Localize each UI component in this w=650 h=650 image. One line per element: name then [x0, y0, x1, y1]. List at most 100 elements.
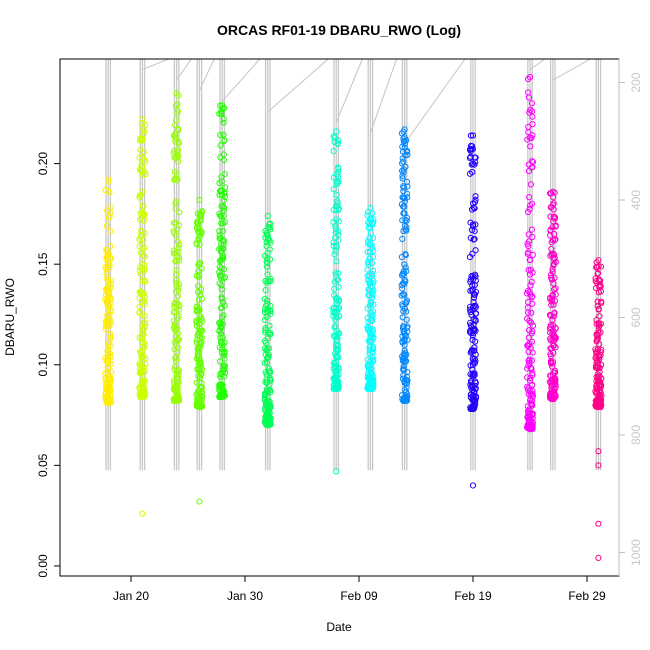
data-point: [217, 131, 224, 138]
data-point: [108, 281, 115, 288]
data-point: [193, 379, 200, 386]
data-point: [403, 217, 410, 224]
data-point: [597, 277, 604, 284]
data-point: [216, 344, 223, 351]
data-point: [400, 187, 407, 195]
data-point: [332, 225, 340, 232]
data-point: [103, 222, 110, 229]
data-point: [263, 242, 270, 250]
data-point: [525, 348, 532, 355]
data-point: [595, 520, 602, 527]
data-point: [547, 190, 555, 197]
data-point: [469, 250, 476, 257]
data-point: [551, 274, 558, 281]
data-point: [137, 288, 144, 295]
data-point: [367, 383, 374, 390]
x-tick-label: Jan 30: [227, 589, 263, 603]
data-point: [264, 233, 271, 240]
data-point: [597, 389, 604, 396]
data-point: [365, 286, 372, 293]
data-point: [174, 110, 181, 117]
data-point: [472, 247, 479, 254]
data-point: [333, 128, 340, 135]
data-point: [217, 382, 224, 389]
data-point: [171, 154, 178, 161]
data-point: [330, 308, 337, 315]
data-point: [174, 158, 182, 165]
data-point: [334, 198, 341, 205]
data-point: [172, 338, 179, 345]
data-point: [469, 336, 476, 343]
data-point: [551, 215, 558, 222]
data-point: [216, 245, 223, 253]
data-point: [262, 277, 269, 285]
data-point: [217, 323, 224, 330]
data-point: [193, 240, 200, 247]
data-point: [370, 374, 377, 381]
data-point: [595, 306, 602, 313]
flight-track-line: [404, 58, 466, 144]
data-point: [552, 381, 559, 388]
data-point: [104, 262, 111, 269]
data-point: [399, 235, 406, 242]
data-point: [594, 303, 601, 310]
data-point: [217, 320, 224, 327]
data-point: [593, 362, 600, 370]
data-point: [369, 235, 377, 242]
data-point: [194, 345, 201, 352]
data-point: [173, 397, 180, 405]
data-point: [526, 356, 533, 363]
data-point: [217, 142, 224, 149]
data-point: [196, 241, 203, 248]
data-point: [366, 350, 373, 357]
data-point: [197, 363, 205, 371]
data-point: [595, 448, 602, 455]
data-point: [369, 292, 376, 299]
data-point: [195, 372, 202, 379]
data-point: [195, 282, 202, 290]
data-point: [597, 378, 604, 386]
y-tick-label: 0.20: [36, 152, 50, 176]
data-point: [172, 357, 179, 364]
right-axis-tick-label: 800: [629, 425, 643, 445]
data-point: [262, 227, 269, 235]
data-point: [333, 374, 340, 382]
data-point: [547, 252, 554, 259]
data-point: [525, 75, 532, 83]
data-point: [468, 347, 475, 354]
data-point: [330, 376, 337, 383]
data-point: [108, 399, 115, 406]
data-point: [594, 335, 601, 342]
data-point: [552, 291, 559, 298]
data-point: [104, 207, 111, 214]
data-point: [105, 176, 112, 183]
data-point: [105, 178, 112, 185]
data-point: [170, 397, 177, 404]
data-point: [336, 304, 343, 311]
data-point: [195, 274, 202, 281]
right-axis-tick-label: 200: [629, 72, 643, 92]
data-point: [138, 168, 145, 175]
data-point: [550, 342, 558, 349]
data-point: [140, 384, 147, 391]
data-point: [467, 394, 474, 401]
data-point: [467, 278, 474, 285]
data-point: [468, 273, 475, 280]
data-point: [472, 288, 479, 295]
data-point: [195, 387, 203, 394]
data-point: [199, 388, 206, 395]
data-point: [107, 228, 114, 235]
data-point: [333, 353, 340, 361]
data-point: [137, 137, 144, 144]
data-point: [401, 197, 409, 204]
data-point: [217, 338, 224, 345]
data-point: [219, 393, 226, 401]
data-point: [139, 245, 146, 252]
data-point: [468, 379, 475, 386]
data-point: [139, 137, 146, 144]
data-point: [221, 339, 228, 346]
data-point: [368, 242, 375, 249]
data-point: [469, 143, 476, 150]
data-point: [550, 301, 557, 308]
data-point: [138, 290, 145, 297]
